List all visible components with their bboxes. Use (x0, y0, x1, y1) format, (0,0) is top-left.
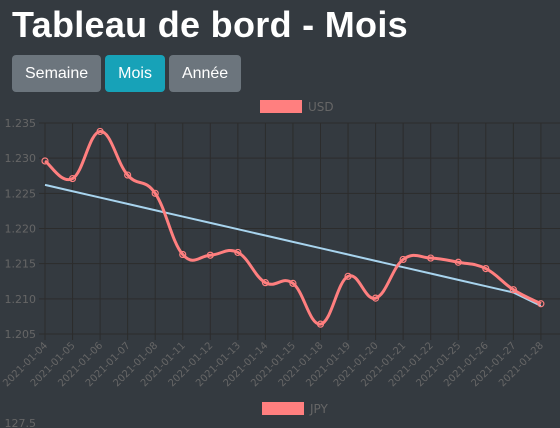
usd-legend[interactable]: USD (260, 100, 334, 114)
month-button[interactable]: Mois (105, 55, 165, 92)
usd-series-line (44, 129, 542, 326)
usd-data-point[interactable] (537, 300, 545, 308)
usd-data-point[interactable] (344, 272, 352, 280)
usd-data-point[interactable] (427, 254, 435, 262)
usd-line-chart: 1.205 1.210 1.215 1.220 1.225 1.230 1.235 2021… (1, 100, 560, 389)
usd-data-point[interactable] (509, 286, 517, 294)
usd-data-point[interactable] (482, 264, 490, 273)
usd-data-point[interactable] (399, 255, 407, 264)
jpy-legend-label: JPY (309, 402, 329, 416)
usd-grid (39, 122, 560, 340)
year-button[interactable]: Année (168, 55, 242, 92)
jpy-legend[interactable]: JPY (262, 402, 329, 416)
page-title: Tableau de bord - Mois (12, 4, 408, 45)
usd-data-point[interactable] (96, 127, 104, 136)
usd-y-tick: 1.235 (5, 117, 37, 130)
usd-data-point[interactable] (372, 294, 380, 302)
usd-y-tick: 1.215 (5, 258, 37, 271)
usd-y-tick: 1.225 (5, 187, 37, 200)
jpy-legend-swatch (262, 402, 304, 415)
usd-y-tick: 1.220 (5, 223, 37, 236)
usd-data-point[interactable] (316, 320, 325, 328)
usd-trend-series (44, 183, 542, 307)
jpy-line-chart: JPY 127.5 (5, 402, 329, 428)
usd-y-tick: 1.210 (5, 293, 37, 306)
usd-data-point[interactable] (151, 189, 159, 197)
usd-data-point[interactable] (234, 248, 242, 257)
usd-data-point[interactable] (124, 171, 132, 179)
usd-trend-line (44, 183, 542, 307)
usd-y-axis: 1.205 1.210 1.215 1.220 1.225 1.230 1.235 (5, 117, 37, 341)
usd-data-point[interactable] (454, 258, 462, 266)
usd-data-point[interactable] (206, 251, 214, 259)
usd-data-point[interactable] (289, 279, 297, 287)
usd-y-tick: 1.205 (5, 328, 37, 341)
week-button[interactable]: Semaine (12, 55, 102, 92)
usd-data-point[interactable] (261, 279, 269, 287)
usd-legend-label: USD (308, 100, 334, 114)
jpy-y-tick: 127.5 (5, 417, 37, 428)
usd-series (41, 127, 545, 328)
usd-data-point[interactable] (41, 157, 49, 165)
usd-data-point[interactable] (179, 250, 187, 259)
usd-data-point[interactable] (68, 174, 77, 183)
period-button-group: Semaine Mois Année (12, 55, 242, 92)
usd-x-axis: 2021-01-042021-01-052021-01-062021-01-07… (1, 340, 546, 389)
usd-legend-swatch (260, 100, 302, 113)
usd-y-tick: 1.230 (5, 152, 37, 165)
